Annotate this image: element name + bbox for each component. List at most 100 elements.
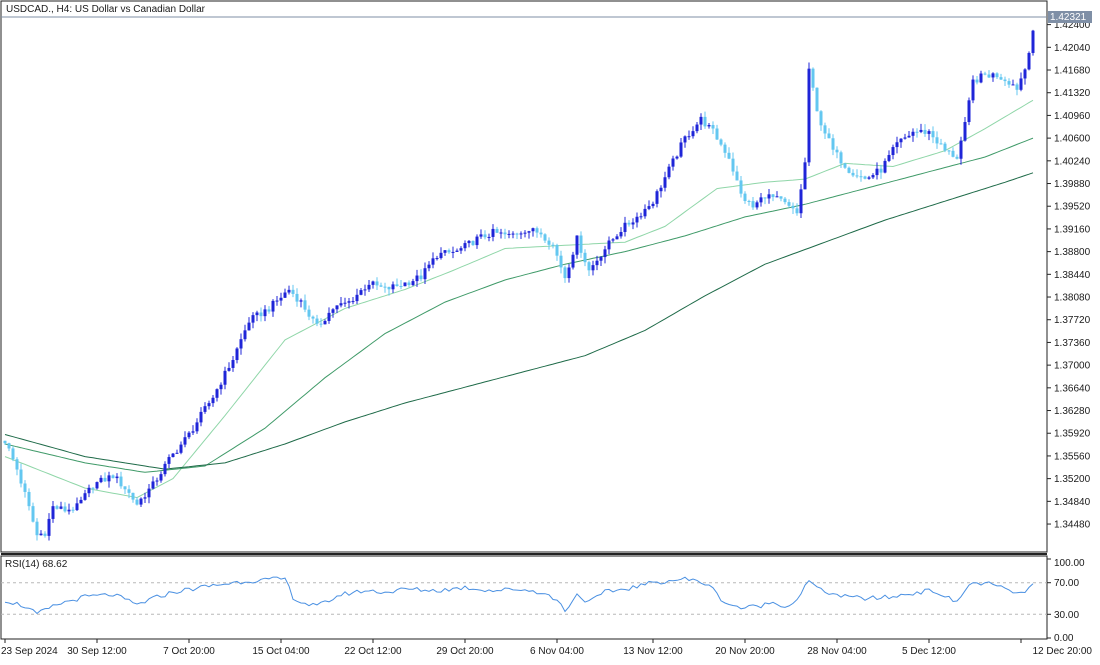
- candle: [463, 240, 467, 252]
- candle: [407, 280, 411, 288]
- candle: [327, 307, 331, 324]
- candle: [243, 324, 247, 342]
- candle: [399, 280, 403, 290]
- candle: [767, 188, 771, 204]
- candle: [431, 252, 435, 269]
- candle: [215, 388, 219, 402]
- candle: [391, 281, 395, 294]
- candle: [415, 269, 419, 287]
- price-tick-label: 1.35200: [1054, 474, 1091, 485]
- candle: [827, 128, 831, 139]
- candle: [811, 67, 815, 91]
- candle: [1031, 29, 1035, 56]
- candle: [719, 138, 723, 147]
- candle: [151, 476, 155, 490]
- candle: [703, 111, 707, 129]
- candle: [739, 175, 743, 198]
- rsi-tick-label: 30.00: [1054, 610, 1079, 621]
- candle: [531, 227, 535, 237]
- price-tick-label: 1.42400: [1054, 20, 1091, 31]
- candle: [491, 224, 495, 242]
- candle: [787, 199, 791, 208]
- price-tick-label: 1.42040: [1054, 43, 1091, 54]
- candle: [915, 128, 919, 138]
- candle: [295, 288, 299, 307]
- price-tick-label: 1.38080: [1054, 293, 1091, 304]
- candle: [387, 286, 391, 296]
- candle: [115, 473, 119, 484]
- candle: [535, 226, 539, 238]
- candle: [655, 189, 659, 208]
- candle: [711, 121, 715, 135]
- time-tick-label: 29 Oct 20:00: [436, 646, 494, 657]
- candle: [375, 277, 379, 290]
- candle: [303, 294, 307, 313]
- candle: [583, 249, 587, 267]
- candle: [779, 196, 783, 202]
- candle: [211, 395, 215, 407]
- candle: [731, 152, 735, 176]
- candle: [455, 248, 459, 253]
- candle: [95, 481, 99, 490]
- candle: [367, 279, 371, 293]
- candle: [987, 70, 991, 79]
- candle: [427, 261, 431, 272]
- candle: [567, 263, 571, 283]
- candle: [311, 315, 315, 324]
- candle: [223, 366, 227, 390]
- candle: [379, 282, 383, 287]
- price-tick-label: 1.36280: [1054, 406, 1091, 417]
- candle: [855, 169, 859, 179]
- candle: [43, 531, 47, 538]
- candle: [559, 250, 563, 274]
- candle: [927, 129, 931, 141]
- ma-slow-line: [4, 172, 1034, 470]
- candle: [251, 312, 255, 329]
- candle: [323, 319, 327, 325]
- candle: [83, 489, 87, 501]
- candle: [259, 307, 263, 322]
- candle: [191, 425, 195, 436]
- candle: [75, 497, 79, 512]
- candle: [267, 306, 271, 314]
- candle: [627, 220, 631, 227]
- candle: [951, 147, 955, 158]
- price-pane-frame: [0, 0, 1048, 553]
- candle: [635, 212, 639, 228]
- candle: [751, 196, 755, 210]
- candle: [71, 506, 75, 513]
- candle: [227, 362, 231, 372]
- time-tick-label: 28 Nov 04:00: [807, 646, 867, 657]
- candle: [275, 296, 279, 306]
- candle: [235, 347, 239, 364]
- price-tick-label: 1.34480: [1054, 520, 1091, 531]
- price-tick-label: 1.37000: [1054, 361, 1091, 372]
- candle: [723, 142, 727, 158]
- time-tick-label: 22 Oct 12:00: [344, 646, 402, 657]
- candle: [851, 169, 855, 178]
- time-axis: 23 Sep 2024 30 Sep 12:00 7 Oct 20:00 15 Oct…: [1, 639, 1092, 657]
- candle: [939, 138, 943, 145]
- candle: [263, 305, 267, 322]
- price-tick-label: 1.41320: [1054, 88, 1091, 99]
- candle: [159, 471, 163, 483]
- candle: [799, 184, 803, 218]
- candle: [863, 175, 867, 180]
- price-tick-label: 1.39160: [1054, 224, 1091, 235]
- price-pane: USDCAD., H4: US Dollar vs Canadian Dolla…: [0, 0, 1048, 553]
- time-tick-label: 5 Dec 12:00: [902, 646, 956, 657]
- candle: [747, 199, 751, 206]
- candle: [971, 75, 975, 104]
- candle: [423, 262, 427, 284]
- candle: [843, 162, 847, 169]
- candle: [183, 431, 187, 448]
- candle: [1007, 78, 1011, 88]
- candle: [947, 149, 951, 155]
- price-tick-label: 1.36640: [1054, 383, 1091, 394]
- candle: [479, 229, 483, 239]
- rsi-label: RSI(14) 68.62: [5, 559, 68, 570]
- candle: [443, 249, 447, 256]
- candle: [935, 131, 939, 149]
- ma-mid-line: [4, 137, 1034, 473]
